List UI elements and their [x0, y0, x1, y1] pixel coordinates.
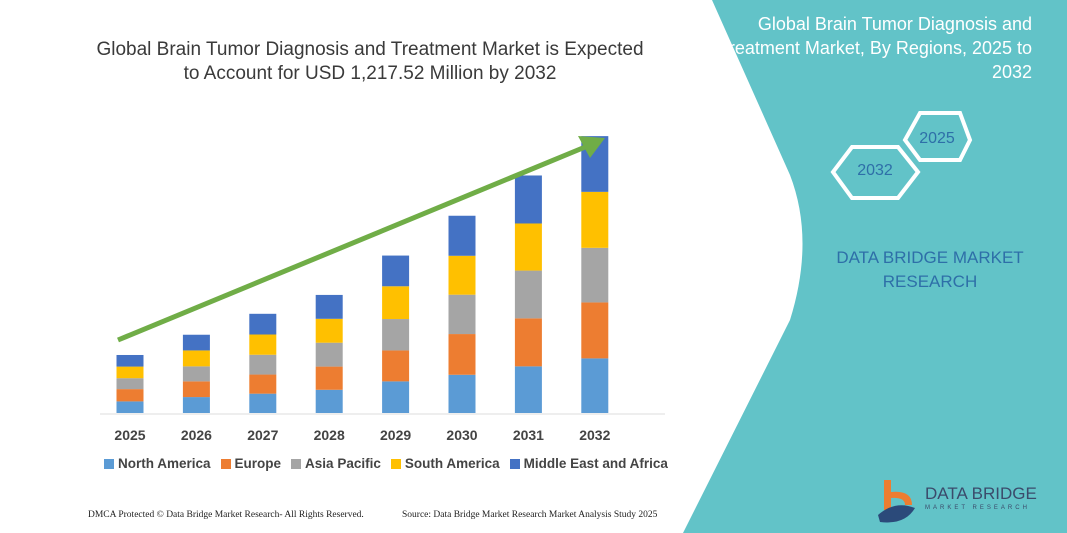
hex-label-2032: 2032	[857, 162, 893, 179]
bar-2031-south-america	[514, 223, 542, 271]
bar-2031-middle-east-and-africa	[514, 175, 542, 224]
bar-2031-europe	[514, 318, 542, 367]
bar-2026-middle-east-and-africa	[182, 334, 210, 351]
bar-2031-asia-pacific	[514, 270, 542, 319]
side-panel-shape	[683, 0, 1067, 533]
bar-2028-europe	[315, 366, 343, 390]
chart-title: Global Brain Tumor Diagnosis and Treatme…	[96, 39, 644, 84]
side-panel-title: Global Brain Tumor Diagnosis and Treatme…	[718, 14, 1032, 82]
logo-subtext: MARKET RESEARCH	[925, 505, 1030, 511]
bar-2025-middle-east-and-africa	[116, 354, 144, 367]
trend-arrow-head	[578, 136, 605, 158]
bar-2027-europe	[249, 374, 277, 394]
bar-2028-middle-east-and-africa	[315, 294, 343, 319]
hex-label-2025: 2025	[919, 130, 955, 147]
bar-2032-europe	[581, 302, 609, 359]
x-tick-label: 2029	[380, 427, 411, 443]
bar-2032-south-america	[581, 191, 609, 248]
bar-2030-asia-pacific	[448, 294, 476, 335]
legend-item-europe: Europe	[220, 456, 282, 471]
brand-text: DATA BRIDGE MARKET RESEARCH	[836, 248, 1024, 291]
bar-2027-asia-pacific	[249, 354, 277, 375]
x-tick-label: 2027	[247, 427, 278, 443]
bar-2026-asia-pacific	[182, 366, 210, 382]
bar-2029-south-america	[382, 286, 410, 320]
bar-2029-middle-east-and-africa	[382, 255, 410, 287]
footer-source: Source: Data Bridge Market Research Mark…	[402, 510, 658, 520]
hexagon-2032	[830, 145, 921, 200]
bar-2025-asia-pacific	[116, 378, 144, 390]
x-tick-labels: 2025 2026 2027 2028 2029 2030 2031 2032	[114, 427, 610, 443]
bar-2026-europe	[182, 381, 210, 398]
bars-group	[116, 136, 609, 413]
x-tick-label: 2025	[114, 427, 145, 443]
bar-2027-north-america	[249, 393, 277, 413]
x-tick-label: 2028	[314, 427, 345, 443]
legend-item-mea: Middle East and Africa	[509, 456, 668, 471]
legend-label: Asia Pacific	[305, 456, 381, 471]
bar-2026-north-america	[182, 397, 210, 413]
legend-swatch	[220, 458, 231, 469]
legend: North America Europe Asia Pacific South …	[104, 456, 668, 471]
legend-swatch	[390, 458, 401, 469]
bar-2031-north-america	[514, 366, 542, 413]
legend-label: North America	[118, 456, 211, 471]
bar-2025-north-america	[116, 401, 144, 413]
trend-arrow	[117, 142, 591, 343]
bar-2030-north-america	[448, 374, 476, 413]
bar-2030-south-america	[448, 255, 476, 295]
bar-2029-europe	[382, 350, 410, 382]
bar-2030-europe	[448, 334, 476, 375]
bar-2028-north-america	[315, 389, 343, 413]
x-tick-label: 2030	[446, 427, 477, 443]
logo-icon	[878, 480, 915, 523]
legend-item-asia-pacific: Asia Pacific	[291, 456, 381, 471]
legend-swatch	[509, 458, 520, 469]
legend-swatch	[104, 458, 114, 469]
x-tick-label: 2032	[579, 427, 610, 443]
bar-2025-europe	[116, 389, 144, 402]
bar-2030-middle-east-and-africa	[448, 215, 476, 256]
bar-2032-north-america	[581, 358, 609, 413]
bar-2026-south-america	[182, 350, 210, 367]
x-tick-label: 2026	[181, 427, 212, 443]
footer-copyright: DMCA Protected © Data Bridge Market Rese…	[88, 510, 364, 520]
logo-text: DATA BRIDGE	[925, 484, 1037, 503]
bar-2027-middle-east-and-africa	[249, 313, 277, 335]
x-tick-label: 2031	[513, 427, 544, 443]
bar-2029-asia-pacific	[382, 319, 410, 351]
bar-2029-north-america	[382, 381, 410, 413]
legend-swatch	[291, 458, 302, 469]
bar-2027-south-america	[249, 334, 277, 355]
hexagon-2025	[902, 111, 973, 162]
legend-item-north-america: North America	[104, 456, 211, 471]
legend-label: Middle East and Africa	[523, 456, 668, 471]
bar-2025-south-america	[116, 366, 144, 379]
legend-label: South America	[404, 456, 500, 471]
legend-label: Europe	[234, 456, 282, 471]
bar-2028-asia-pacific	[315, 342, 343, 367]
bar-2028-south-america	[315, 318, 343, 343]
bar-2032-asia-pacific	[581, 247, 609, 303]
legend-item-south-america: South America	[390, 456, 500, 471]
